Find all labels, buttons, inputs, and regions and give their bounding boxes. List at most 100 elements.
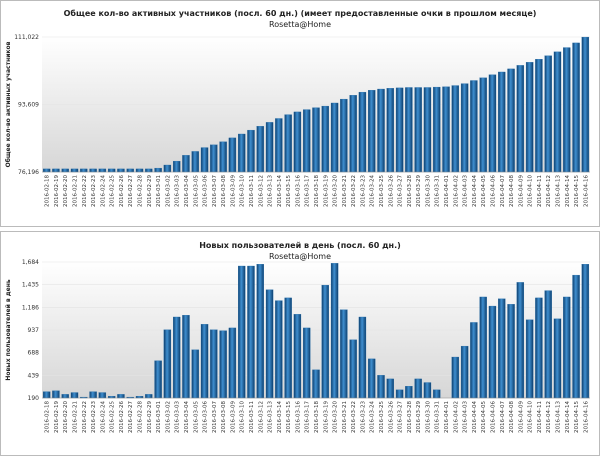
bar xyxy=(89,391,97,399)
bar xyxy=(172,316,181,399)
bar xyxy=(52,390,60,399)
x-tick-label: 2016-03-18 xyxy=(314,175,320,207)
x-tick-label: 2016-04-16 xyxy=(583,401,589,433)
x-tick-label: 2016-03-21 xyxy=(342,175,348,207)
bar xyxy=(265,122,274,173)
x-tick-label: 2016-04-06 xyxy=(490,401,496,433)
x-tick-label: 2016-03-24 xyxy=(370,401,376,433)
bar xyxy=(135,168,144,173)
x-tick-label: 2016-03-26 xyxy=(388,401,394,433)
x-tick-label: 2016-02-21 xyxy=(73,401,79,433)
x-tick-label: 2016-04-13 xyxy=(555,175,561,207)
x-tick-label: 2016-03-10 xyxy=(240,175,246,207)
x-tick-label: 2016-02-19 xyxy=(54,401,60,433)
x-tick-label: 2016-04-01 xyxy=(444,401,450,433)
bar xyxy=(451,356,460,399)
bar xyxy=(386,378,394,399)
y-axis-label: Общее кол-во активных участников xyxy=(5,41,12,167)
x-tick-label: 2016-03-23 xyxy=(360,401,366,433)
bar xyxy=(42,168,51,173)
bar xyxy=(238,265,246,399)
bar xyxy=(368,90,376,173)
x-tick-label: 2016-03-31 xyxy=(435,401,441,433)
bar xyxy=(200,324,209,399)
bar xyxy=(386,88,394,173)
x-tick-label: 2016-03-29 xyxy=(416,175,422,207)
x-tick-label: 2016-03-12 xyxy=(258,175,264,207)
bar xyxy=(275,118,283,173)
x-tick-label: 2016-03-07 xyxy=(212,401,218,433)
x-tick-label: 2016-04-02 xyxy=(453,401,459,433)
x-tick-label: 2016-03-19 xyxy=(323,175,329,207)
bar xyxy=(163,329,172,399)
x-tick-label: 2016-02-26 xyxy=(119,175,125,207)
x-tick-label: 2016-03-09 xyxy=(230,175,236,207)
bar xyxy=(544,290,552,399)
x-tick-label: 2016-03-25 xyxy=(379,175,385,207)
bar xyxy=(553,318,562,399)
bar xyxy=(479,296,487,399)
x-tick-label: 2016-02-28 xyxy=(138,401,144,433)
x-tick-label: 2016-02-26 xyxy=(119,401,125,433)
chart-title: Общее кол-во активных участников (посл. … xyxy=(64,8,537,18)
x-tick-label: 2016-04-13 xyxy=(555,401,561,433)
x-tick-label: 2016-03-13 xyxy=(268,401,274,433)
bar xyxy=(312,107,320,173)
x-tick-label: 2016-03-18 xyxy=(314,401,320,433)
bar xyxy=(553,51,562,173)
bar xyxy=(470,322,478,399)
x-tick-label: 2016-04-15 xyxy=(574,175,580,207)
x-tick-label: 2016-03-12 xyxy=(258,401,264,433)
bar xyxy=(433,86,441,173)
bar xyxy=(89,168,97,173)
x-tick-label: 2016-03-02 xyxy=(165,175,171,207)
x-tick-label: 2016-02-20 xyxy=(63,175,69,207)
x-tick-label: 2016-02-22 xyxy=(82,175,88,207)
bar xyxy=(340,309,348,399)
bar xyxy=(535,59,543,173)
bar xyxy=(210,144,218,173)
x-tick-label: 2016-04-14 xyxy=(565,401,571,433)
x-tick-label: 2016-02-20 xyxy=(63,401,69,433)
bar xyxy=(303,327,311,399)
x-tick-label: 2016-02-25 xyxy=(110,175,116,207)
bar xyxy=(442,86,450,173)
x-tick-label: 2016-04-01 xyxy=(444,175,450,207)
bar xyxy=(321,284,329,399)
x-tick-label: 2016-02-21 xyxy=(73,175,79,207)
x-tick-label: 2016-03-13 xyxy=(268,175,274,207)
bar xyxy=(312,369,320,399)
x-tick-label: 2016-04-07 xyxy=(500,175,506,207)
x-tick-label: 2016-03-06 xyxy=(203,401,209,433)
y-tick-label: 76,196 xyxy=(18,169,39,176)
x-tick-label: 2016-04-08 xyxy=(509,401,515,433)
x-tick-label: 2016-02-18 xyxy=(45,401,51,433)
y-tick-label: 688 xyxy=(28,350,40,357)
x-tick-label: 2016-02-28 xyxy=(138,175,144,207)
bar xyxy=(107,168,116,173)
y-tick-label: 439 xyxy=(28,372,40,379)
bar xyxy=(80,168,88,173)
x-tick-label: 2016-04-04 xyxy=(472,175,478,207)
x-tick-label: 2016-04-09 xyxy=(518,401,524,433)
x-tick-label: 2016-04-09 xyxy=(518,175,524,207)
y-tick-label: 1,435 xyxy=(22,282,39,289)
bar xyxy=(154,360,162,399)
chart-subtitle: Rosetta@Home xyxy=(269,252,331,261)
x-tick-label: 2016-04-08 xyxy=(509,175,515,207)
bar xyxy=(395,389,404,399)
x-tick-label: 2016-03-31 xyxy=(435,175,441,207)
x-tick-label: 2016-02-23 xyxy=(91,401,97,433)
x-tick-label: 2016-03-17 xyxy=(305,401,311,433)
bar xyxy=(460,83,469,173)
x-tick-label: 2016-02-25 xyxy=(110,401,116,433)
x-tick-label: 2016-02-22 xyxy=(82,401,88,433)
bar xyxy=(330,263,339,399)
bar xyxy=(507,68,515,173)
x-tick-label: 2016-03-27 xyxy=(398,175,404,207)
bar xyxy=(42,391,51,399)
y-tick-label: 937 xyxy=(28,327,40,334)
bar xyxy=(172,160,181,173)
x-tick-label: 2016-03-16 xyxy=(295,401,301,433)
bar xyxy=(395,87,404,173)
